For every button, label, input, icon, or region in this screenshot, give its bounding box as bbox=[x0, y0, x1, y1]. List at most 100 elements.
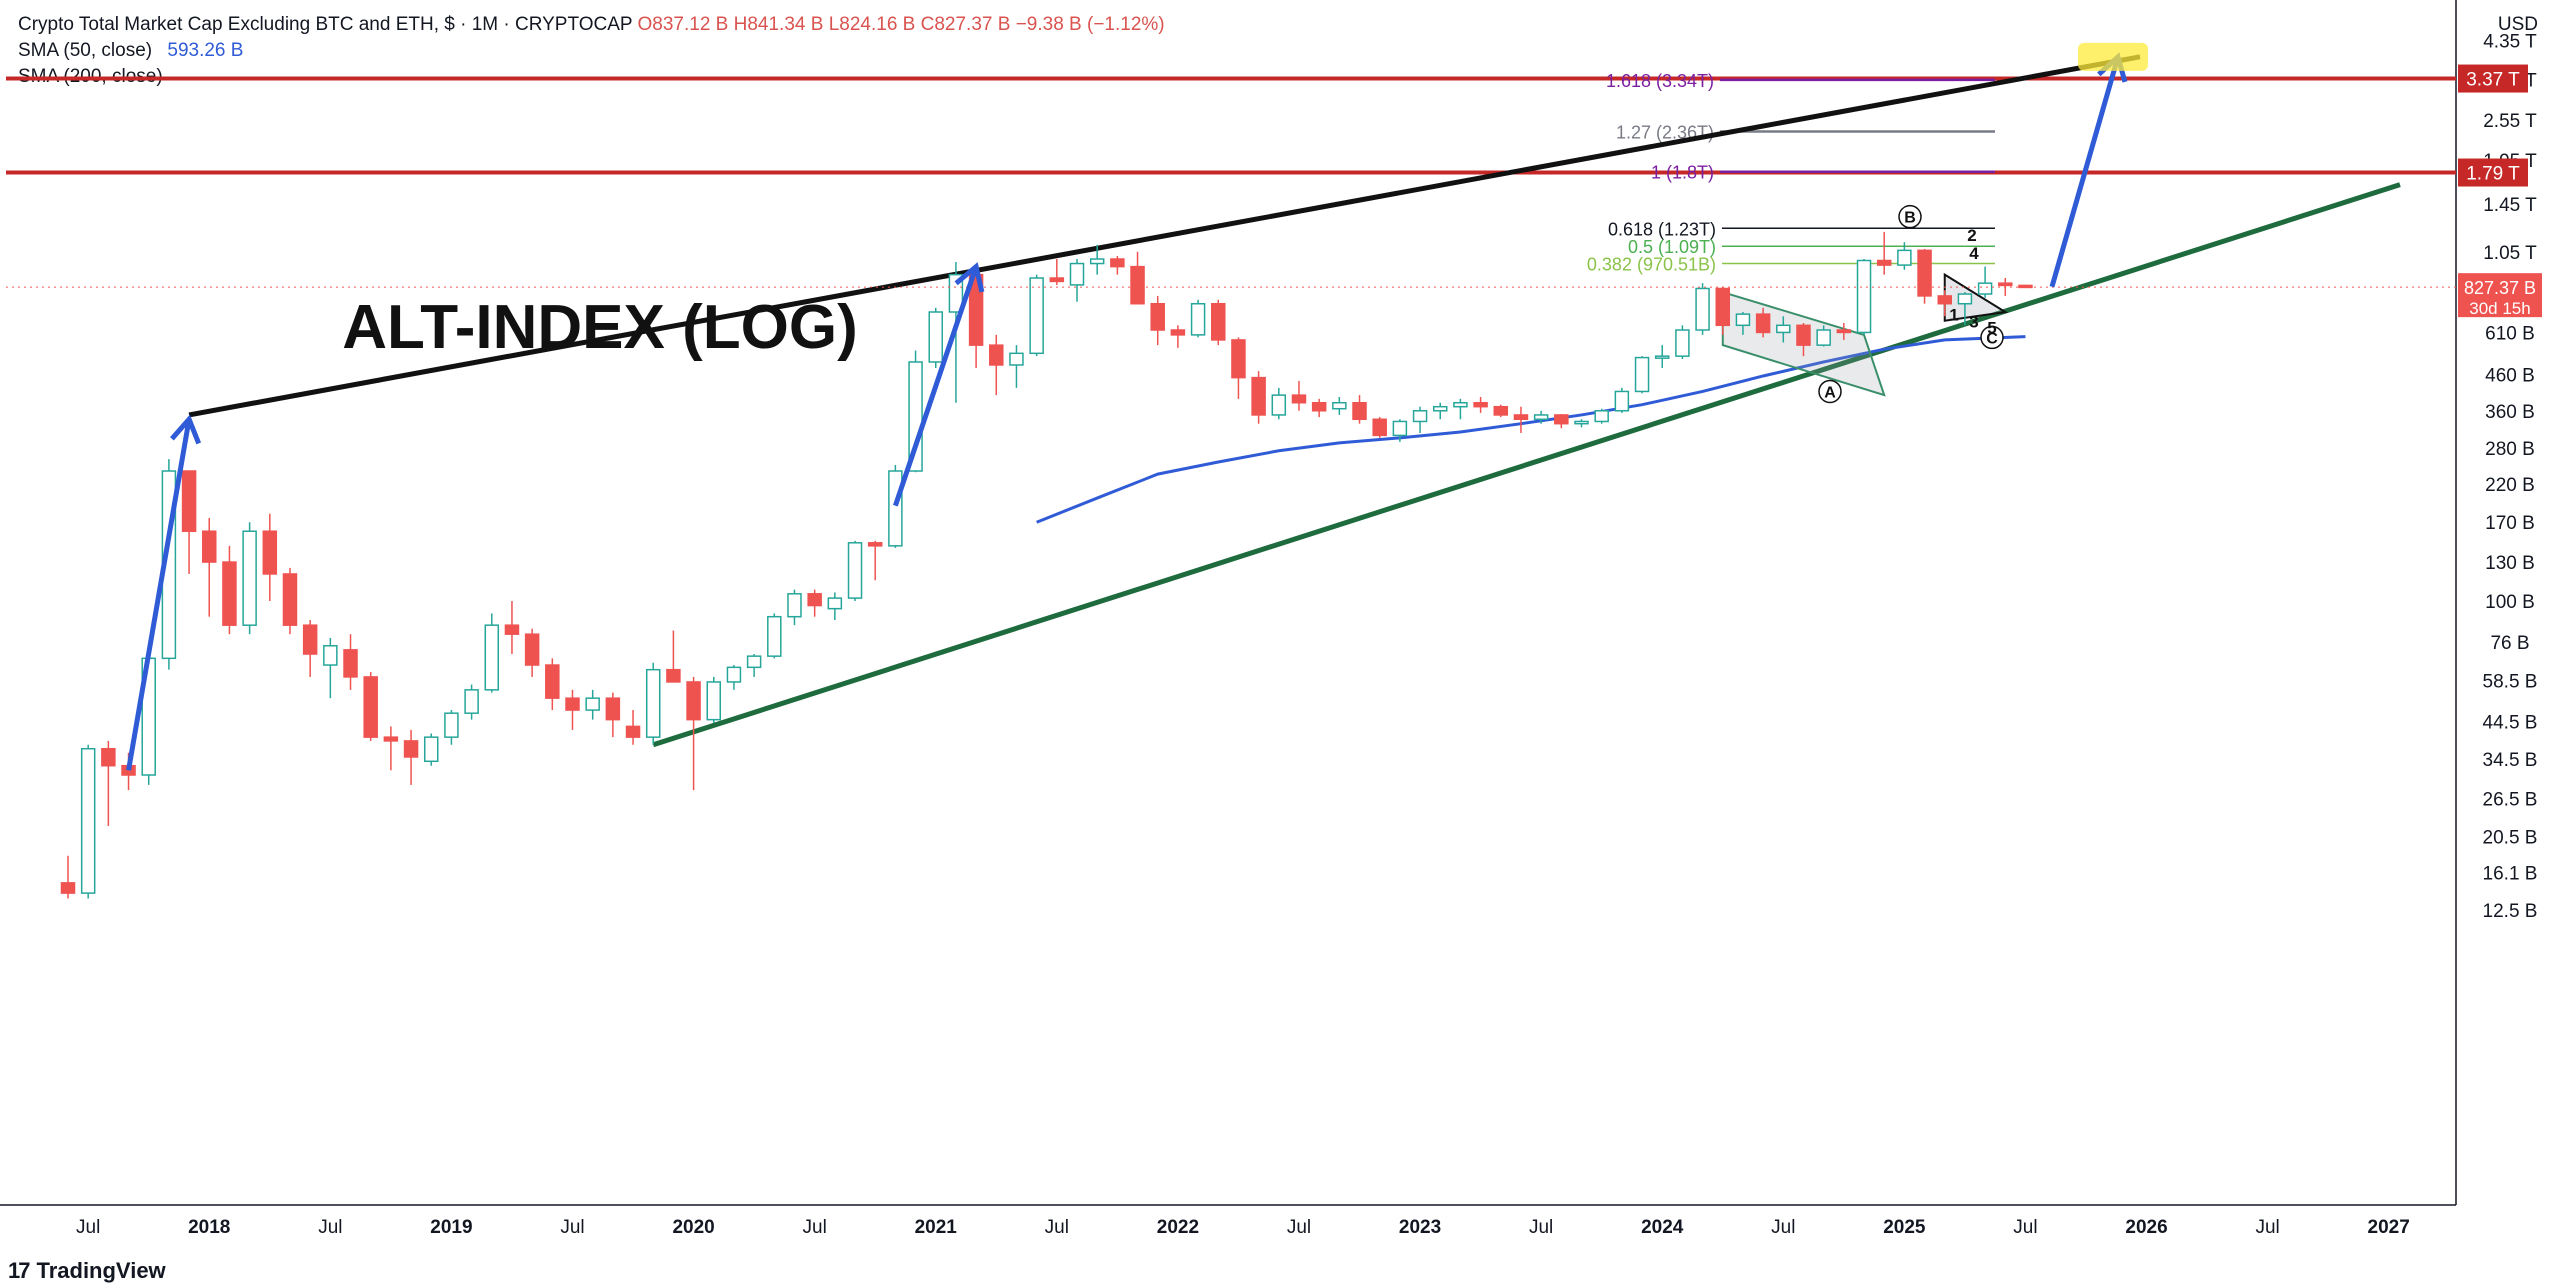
candle-body[interactable] bbox=[282, 573, 298, 626]
candle-body[interactable] bbox=[1796, 324, 1811, 346]
candle-body[interactable] bbox=[302, 624, 318, 655]
candle-body[interactable] bbox=[1937, 295, 1952, 305]
candle-body[interactable] bbox=[867, 542, 883, 547]
candle-body[interactable] bbox=[1654, 355, 1670, 359]
candle-body[interactable] bbox=[1594, 410, 1609, 423]
candle-body[interactable] bbox=[1876, 259, 1892, 266]
candle-body[interactable] bbox=[1392, 420, 1408, 437]
candle-body[interactable] bbox=[1412, 410, 1428, 423]
candle-body[interactable] bbox=[1271, 394, 1287, 416]
candle-body[interactable] bbox=[545, 664, 560, 699]
candle-body[interactable] bbox=[807, 593, 822, 607]
candle-body[interactable] bbox=[1755, 313, 1771, 334]
candle-body[interactable] bbox=[1533, 414, 1549, 421]
currency-label[interactable]: USD bbox=[2497, 14, 2538, 35]
candle-body[interactable] bbox=[625, 725, 641, 738]
candle-body[interactable] bbox=[222, 561, 237, 626]
candle-body[interactable] bbox=[1332, 401, 1347, 410]
candle-body[interactable] bbox=[565, 697, 580, 711]
candle-body[interactable] bbox=[1897, 249, 1912, 266]
candle-body[interactable] bbox=[1473, 401, 1488, 408]
candle-body[interactable] bbox=[1493, 405, 1509, 416]
candle-body[interactable] bbox=[767, 615, 782, 657]
candle-body[interactable] bbox=[403, 740, 419, 758]
candle-body[interactable] bbox=[666, 668, 681, 683]
candle-body[interactable] bbox=[746, 655, 762, 669]
candle-body[interactable] bbox=[989, 344, 1004, 366]
candle-body[interactable] bbox=[181, 470, 197, 532]
candle-body[interactable] bbox=[80, 747, 96, 894]
candle-body[interactable] bbox=[1291, 394, 1307, 404]
candle-body[interactable] bbox=[726, 666, 742, 683]
candle-body[interactable] bbox=[1311, 401, 1327, 412]
candle-body[interactable] bbox=[1554, 414, 1569, 425]
candle-body[interactable] bbox=[1836, 329, 1852, 334]
candle-body[interactable] bbox=[262, 530, 278, 575]
impulse-arrow-line[interactable] bbox=[2049, 56, 2121, 288]
candle-body[interactable] bbox=[464, 689, 479, 714]
candle-body[interactable] bbox=[1453, 401, 1468, 408]
candle-body[interactable] bbox=[1130, 265, 1145, 305]
candle-body[interactable] bbox=[1432, 405, 1448, 412]
symbol-name[interactable]: Crypto Total Market Cap Excluding BTC an… bbox=[18, 14, 633, 35]
candle-body[interactable] bbox=[383, 736, 399, 742]
candle-body[interactable] bbox=[1009, 352, 1024, 366]
candle-body[interactable] bbox=[1776, 324, 1791, 334]
candle-body[interactable] bbox=[645, 668, 661, 738]
candle-body[interactable] bbox=[1211, 302, 1226, 341]
candle-body[interactable] bbox=[504, 624, 520, 635]
candle-body[interactable] bbox=[1170, 329, 1186, 336]
candle-body[interactable] bbox=[1089, 258, 1105, 265]
candle-body[interactable] bbox=[1856, 259, 1872, 334]
candle-body[interactable] bbox=[1735, 313, 1751, 327]
candle-body[interactable] bbox=[686, 681, 701, 721]
candle-body[interactable] bbox=[847, 542, 863, 599]
candle-body[interactable] bbox=[827, 597, 843, 610]
candle-body[interactable] bbox=[1352, 401, 1367, 421]
candle-body[interactable] bbox=[2018, 284, 2033, 289]
candle-body[interactable] bbox=[1069, 262, 1085, 286]
candle-body[interactable] bbox=[1675, 329, 1690, 357]
target-highlight[interactable] bbox=[2078, 42, 2148, 71]
candle-body[interactable] bbox=[1513, 414, 1529, 421]
candle-body[interactable] bbox=[1029, 277, 1044, 355]
candle-body[interactable] bbox=[323, 645, 338, 666]
candle-body[interactable] bbox=[1372, 418, 1387, 437]
candle-body[interactable] bbox=[423, 736, 439, 763]
legend-sma200-row[interactable]: SMA (200, close) bbox=[18, 64, 1165, 90]
candle-body[interactable] bbox=[1917, 249, 1932, 297]
candle-body[interactable] bbox=[605, 697, 621, 721]
candle-body[interactable] bbox=[706, 681, 722, 721]
candle-body[interactable] bbox=[363, 676, 378, 738]
candle-body[interactable] bbox=[1110, 258, 1125, 268]
impulse-arrow-line[interactable] bbox=[893, 265, 979, 507]
candle-body[interactable] bbox=[1715, 287, 1731, 327]
candle-body[interactable] bbox=[1695, 287, 1710, 331]
candle-body[interactable] bbox=[1998, 282, 2013, 287]
impulse-arrow-line[interactable] bbox=[126, 418, 192, 771]
candle-body[interactable] bbox=[1816, 329, 1831, 346]
candle-body[interactable] bbox=[1231, 339, 1246, 379]
candle-body[interactable] bbox=[202, 530, 217, 563]
candle-body[interactable] bbox=[928, 311, 943, 363]
tradingview-logo[interactable]: 17 TradingView bbox=[8, 1258, 166, 1284]
candle-body[interactable] bbox=[1634, 356, 1650, 393]
candle-body[interactable] bbox=[1574, 420, 1589, 425]
candle-body[interactable] bbox=[1049, 277, 1065, 283]
support-trendline[interactable] bbox=[652, 182, 2401, 748]
candle-body[interactable] bbox=[888, 470, 903, 547]
candle-body[interactable] bbox=[242, 530, 257, 626]
candle-body[interactable] bbox=[343, 649, 358, 678]
resistance-trendline[interactable] bbox=[188, 54, 2141, 418]
candle-body[interactable] bbox=[524, 633, 540, 666]
candle-body[interactable] bbox=[484, 624, 500, 691]
candle-body[interactable] bbox=[787, 593, 802, 618]
candle-body[interactable] bbox=[101, 747, 116, 767]
candle-body[interactable] bbox=[444, 712, 459, 738]
candle-body[interactable] bbox=[60, 882, 76, 894]
candle-body[interactable] bbox=[585, 697, 600, 711]
candle-body[interactable] bbox=[1957, 293, 1973, 305]
legend-sma50-row[interactable]: SMA (50, close) 593.26 B bbox=[18, 38, 1165, 64]
candle-body[interactable] bbox=[1614, 390, 1630, 412]
